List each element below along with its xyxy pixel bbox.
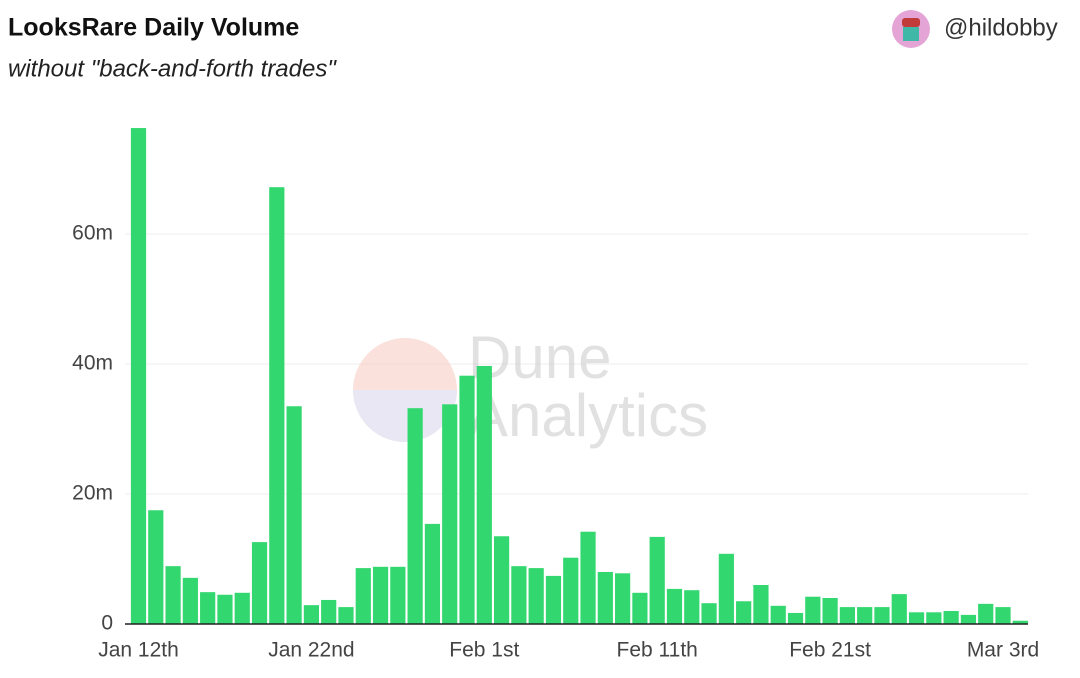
bar — [822, 598, 838, 624]
bar — [753, 585, 769, 624]
bar — [321, 599, 337, 624]
bar — [182, 577, 198, 624]
y-tick-label: 0 — [101, 612, 113, 635]
bar — [978, 603, 994, 624]
bar — [615, 573, 631, 624]
bar — [424, 523, 441, 624]
avatar — [892, 10, 930, 48]
bar — [874, 607, 890, 624]
bar — [165, 566, 181, 624]
bar — [684, 590, 700, 624]
bar — [528, 568, 544, 624]
bar — [511, 566, 527, 624]
bar — [148, 510, 164, 624]
bar — [891, 594, 907, 624]
bar — [286, 406, 302, 624]
bar — [355, 568, 371, 624]
bar — [632, 592, 648, 624]
bar — [563, 557, 579, 624]
bar — [787, 612, 804, 624]
bar — [1012, 620, 1028, 624]
bar — [805, 596, 821, 624]
bar — [908, 612, 925, 624]
bar — [303, 605, 319, 624]
watermark: Dune Analytics — [353, 324, 708, 449]
bar — [372, 566, 389, 624]
x-tick-label: Feb 11th — [617, 639, 698, 662]
bar — [493, 536, 510, 624]
watermark-text: Analytics — [468, 382, 708, 449]
bar — [857, 607, 873, 624]
bar — [217, 594, 233, 624]
bar — [200, 592, 216, 624]
bar — [666, 588, 683, 624]
bar — [130, 128, 147, 625]
watermark-text: Dune — [468, 324, 611, 391]
bar — [736, 601, 752, 624]
x-tick-label: Jan 22nd — [268, 639, 354, 662]
bar — [234, 592, 250, 624]
bar — [649, 536, 665, 624]
bar — [407, 408, 423, 624]
x-tick-label: Jan 12th — [98, 639, 179, 662]
y-tick-label: 60m — [72, 222, 113, 245]
bar — [442, 404, 458, 624]
bar — [943, 611, 959, 624]
bar — [476, 365, 492, 624]
bar — [718, 553, 734, 624]
bar — [597, 572, 613, 624]
x-tick-label: Feb 1st — [449, 639, 519, 662]
y-tick-label: 20m — [72, 482, 113, 505]
bar — [839, 607, 855, 624]
bar — [390, 566, 406, 624]
bar — [770, 605, 786, 624]
bar — [545, 575, 562, 624]
y-tick-label: 40m — [72, 352, 113, 375]
bar — [580, 531, 596, 624]
x-tick-label: Feb 21st — [789, 639, 871, 662]
author: @hildobby — [944, 14, 1058, 41]
chart-subtitle: without "back-and-forth trades" — [8, 55, 337, 82]
bar — [269, 187, 285, 624]
x-tick-label: Mar 3rd — [967, 639, 1039, 662]
bar — [338, 607, 354, 624]
chart-title: LooksRare Daily Volume — [8, 14, 299, 42]
bar — [701, 603, 717, 624]
bar — [926, 612, 942, 624]
bar — [251, 542, 268, 624]
bar — [459, 375, 475, 624]
bar — [960, 614, 977, 624]
bar — [995, 607, 1011, 624]
